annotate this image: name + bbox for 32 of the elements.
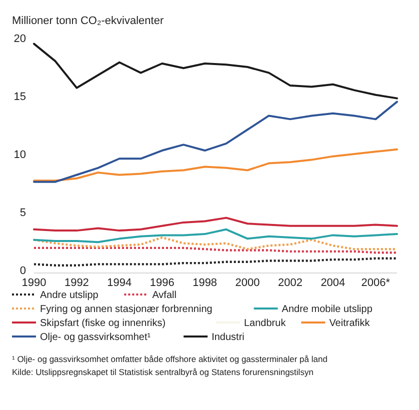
y-tick-label: 5: [20, 206, 26, 219]
legend-label: Fyring og annen stasjonær forbrenning: [40, 304, 212, 315]
legend-label: Skipsfart (fiske og innenriks): [40, 318, 166, 329]
legend-label: Olje- og gassvirksomhet¹: [40, 332, 152, 343]
line-series: [33, 100, 398, 183]
line-series: [33, 228, 398, 244]
x-tick-label: 1990: [22, 277, 46, 289]
y-axis-title: Millioner tonn CO₂-ekvivalenter: [12, 15, 164, 27]
legend-label: Andre mobile utslipp: [282, 304, 373, 315]
y-tick-label: 20: [14, 32, 26, 45]
line-series: [32, 257, 398, 266]
y-tick-label: 0: [20, 264, 26, 277]
x-tick-label: 1994: [107, 277, 132, 289]
legend-label: Veitrafikk: [329, 318, 371, 329]
x-tick-label: 2000: [235, 277, 260, 289]
y-tick-label: 10: [14, 148, 26, 161]
x-tick-label: 1996: [150, 277, 174, 289]
legend-label: Landbruk: [244, 318, 287, 329]
legend-label: Andre utslipp: [40, 290, 99, 301]
legend-label: Avfall: [152, 290, 176, 301]
line-series: [33, 216, 398, 232]
line-series: [33, 42, 398, 100]
x-tick-label: 2002: [278, 277, 302, 289]
x-tick-label: 2006*: [361, 277, 391, 289]
text: ¹ Olje- og gassvirksomhet omfatter både offshore aktivitet og gassterminaler på land: [12, 354, 328, 364]
x-tick-label: 2004: [320, 277, 346, 289]
x-tick-label: 1992: [64, 277, 89, 289]
y-tick-label: 15: [14, 90, 26, 103]
x-tick-label: 1998: [192, 277, 218, 289]
legend-label: Industri: [212, 332, 244, 343]
text: Kilde: Utslippsregnskapet til Statistisk sentralbyrå og Statens forurensningstilsyn: [12, 367, 314, 377]
line-series: [33, 148, 398, 182]
